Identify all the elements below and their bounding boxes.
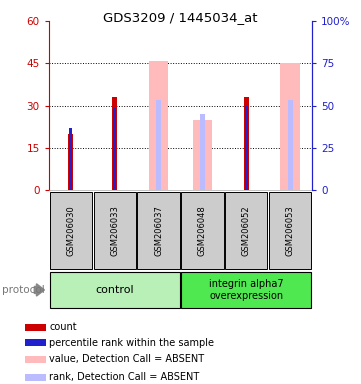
- Bar: [192, 120, 212, 190]
- Bar: [245, 106, 248, 190]
- Bar: [269, 192, 312, 269]
- Text: value, Detection Call = ABSENT: value, Detection Call = ABSENT: [49, 354, 204, 364]
- Bar: [181, 272, 312, 308]
- Text: percentile rank within the sample: percentile rank within the sample: [49, 338, 214, 348]
- Bar: [68, 134, 73, 190]
- Bar: [138, 192, 180, 269]
- Text: integrin alpha7
overexpression: integrin alpha7 overexpression: [209, 279, 284, 301]
- Text: GSM206048: GSM206048: [198, 205, 207, 256]
- Bar: [113, 108, 116, 190]
- Bar: [244, 97, 249, 190]
- Text: rank, Detection Call = ABSENT: rank, Detection Call = ABSENT: [49, 372, 199, 382]
- Bar: [69, 128, 72, 190]
- Bar: [25, 374, 45, 381]
- Bar: [49, 272, 180, 308]
- Bar: [49, 192, 92, 269]
- Text: GSM206053: GSM206053: [286, 205, 295, 256]
- Text: GDS3209 / 1445034_at: GDS3209 / 1445034_at: [103, 12, 258, 25]
- Text: GSM206037: GSM206037: [154, 205, 163, 256]
- Text: count: count: [49, 322, 77, 332]
- Bar: [149, 61, 169, 190]
- Bar: [25, 324, 45, 331]
- Bar: [280, 63, 300, 190]
- Bar: [93, 192, 136, 269]
- Text: control: control: [95, 285, 134, 295]
- Bar: [25, 339, 45, 346]
- Text: GSM206030: GSM206030: [66, 205, 75, 256]
- Bar: [25, 356, 45, 362]
- Text: GSM206052: GSM206052: [242, 205, 251, 256]
- Bar: [112, 97, 117, 190]
- Bar: [200, 114, 205, 190]
- Text: GSM206033: GSM206033: [110, 205, 119, 256]
- Bar: [288, 100, 293, 190]
- Bar: [225, 192, 268, 269]
- Bar: [156, 100, 161, 190]
- Bar: [181, 192, 223, 269]
- Text: protocol: protocol: [2, 285, 44, 295]
